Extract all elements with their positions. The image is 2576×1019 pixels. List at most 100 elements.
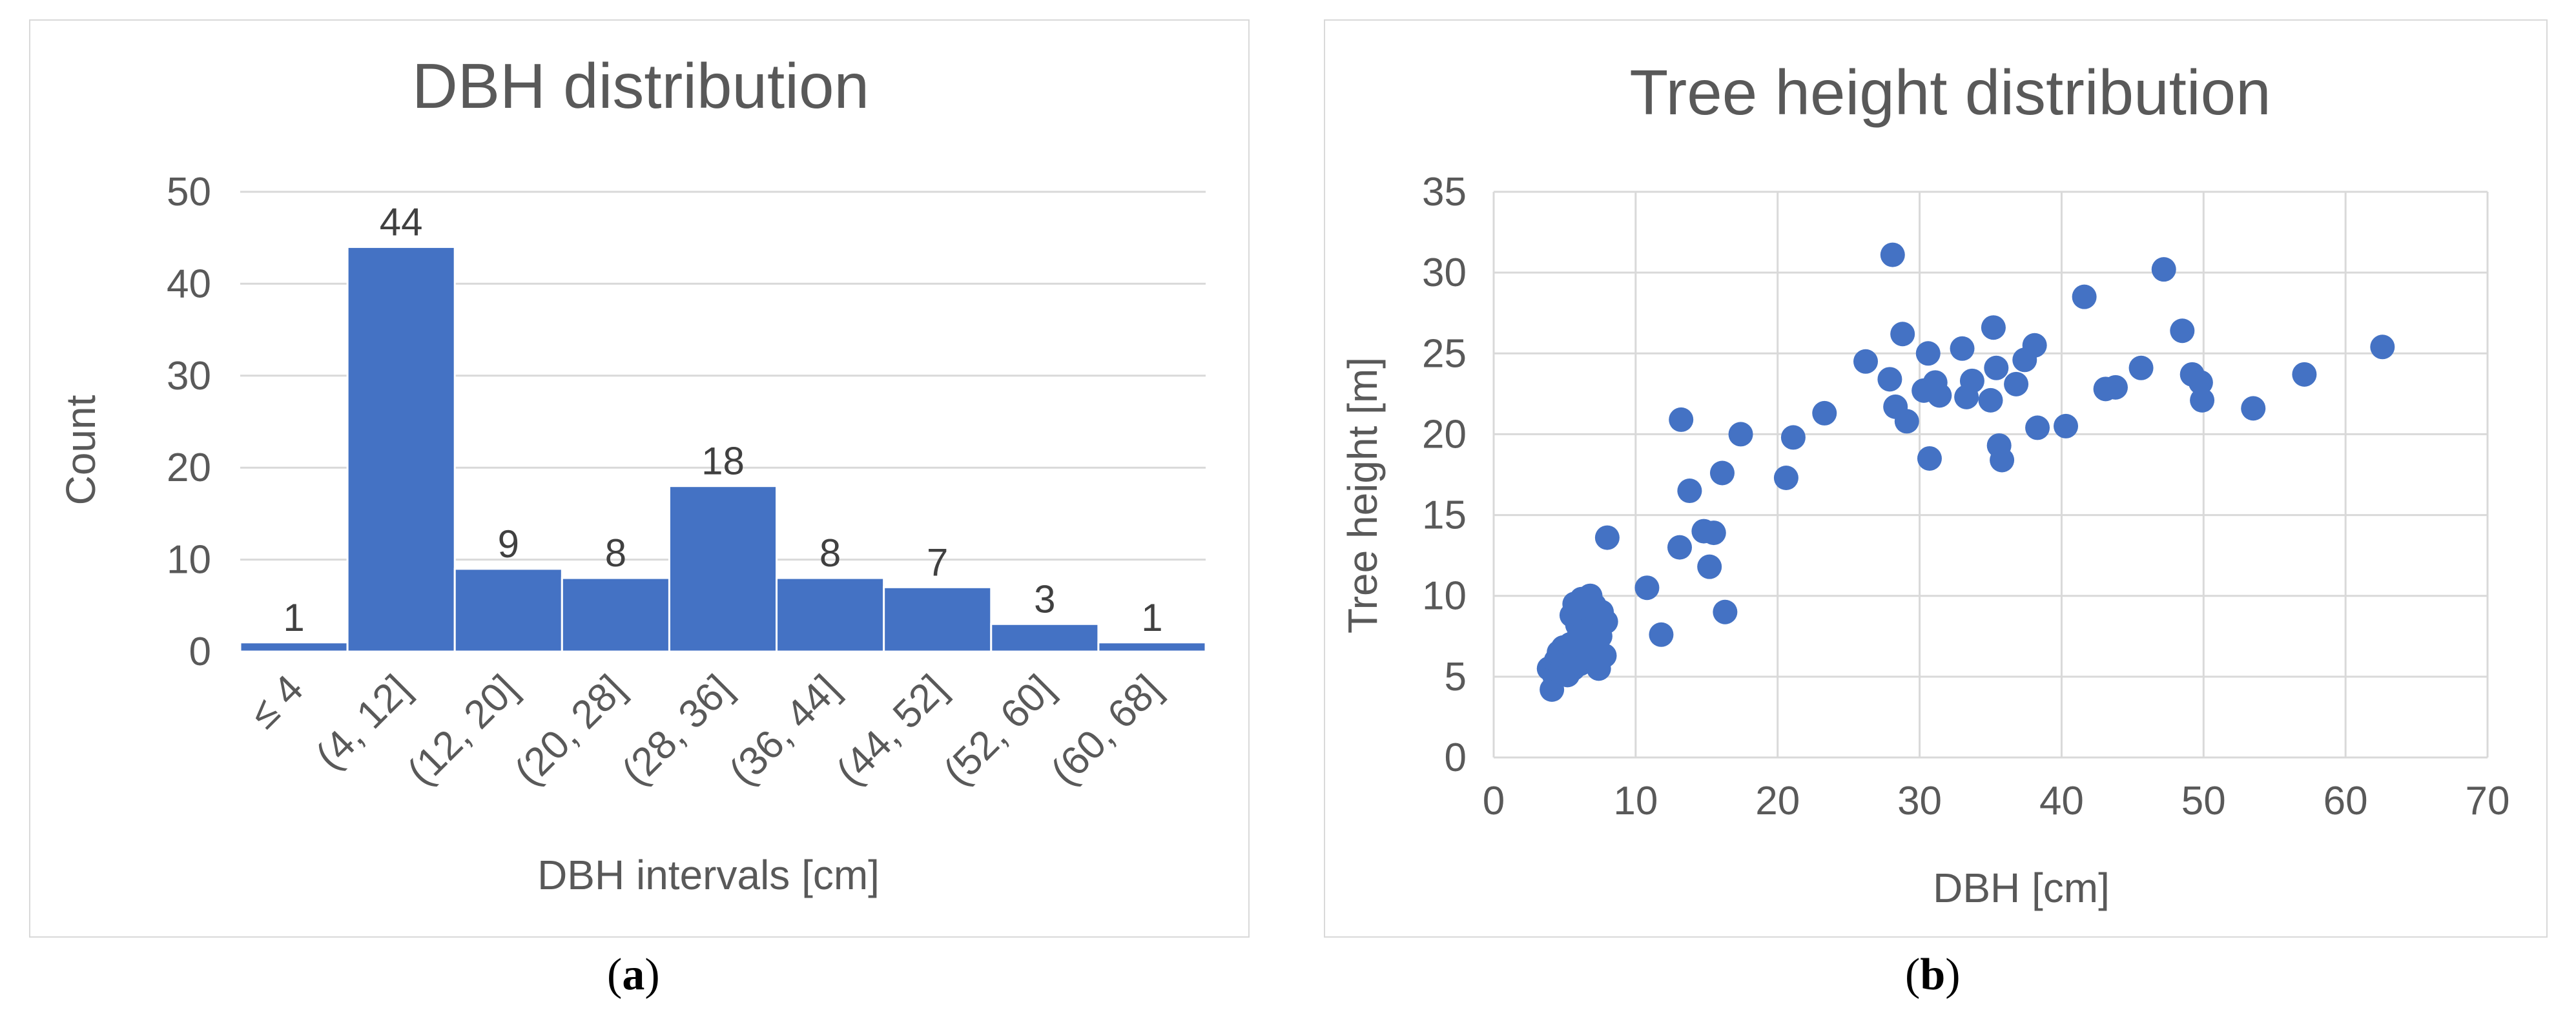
scatter-point [2103, 375, 2128, 400]
scatter-y-tick: 15 [1422, 493, 1467, 538]
dbh-histogram-chart: DBH distribution Count DBH intervals [cm… [57, 50, 1207, 898]
scatter-point [1677, 479, 1702, 504]
scatter-point [1927, 383, 1952, 408]
scatter-point [1667, 535, 1693, 560]
histogram-x-tick: (44, 52] [828, 666, 955, 794]
histogram-bar [239, 641, 349, 653]
scatter-point [2170, 318, 2195, 344]
scatter-point [2292, 362, 2317, 387]
scatter-x-tick: 40 [2039, 779, 2084, 823]
scatter-point [1713, 599, 1738, 624]
histogram-data-label: 9 [498, 522, 519, 566]
histogram-data-label: 1 [283, 596, 304, 639]
histogram-y-tick: 50 [167, 170, 211, 214]
scatter-point [1780, 425, 1806, 450]
histogram-y-tick: 0 [189, 630, 211, 674]
scatter-point [1877, 367, 1902, 392]
scatter-point [1634, 575, 1660, 601]
histogram-y-tick: 10 [167, 538, 211, 582]
histogram-bar [561, 577, 670, 653]
histogram-data-label: 8 [605, 531, 626, 575]
scatter-point [2022, 333, 2047, 358]
scatter-title: Tree height distribution [1629, 57, 2271, 128]
histogram-data-label: 7 [927, 540, 948, 584]
scatter-point [2190, 387, 2215, 413]
caption-a-letter: a [622, 950, 645, 1000]
scatter-point [2370, 335, 2395, 360]
scatter-x-tick: 50 [2181, 779, 2226, 823]
histogram-bar [668, 485, 778, 653]
scatter-point [1812, 400, 1837, 426]
scatter-y-tick: 10 [1422, 574, 1467, 619]
scatter-point [1592, 643, 1617, 668]
scatter-point [2241, 396, 2266, 421]
histogram-x-tick: (12, 20] [399, 666, 526, 794]
histogram-title: DBH distribution [412, 50, 869, 121]
scatter-x-tick: 30 [1897, 779, 1942, 823]
histogram-data-label: 44 [380, 200, 423, 243]
caption-b: (b) [1905, 950, 1961, 1000]
scatter-x-tick: 60 [2324, 779, 2368, 823]
scatter-point [1950, 336, 1975, 361]
histogram-bar [453, 568, 563, 653]
scatter-point [1773, 466, 1798, 491]
histogram-x-axis-label: DBH intervals [cm] [537, 852, 880, 898]
caption-b-letter: b [1920, 950, 1946, 1000]
histogram-data-label: 8 [819, 531, 841, 575]
histogram-bar [346, 245, 456, 653]
histogram-y-tick: 40 [167, 262, 211, 306]
scatter-point [1915, 341, 1941, 366]
scatter-point [1917, 446, 1942, 471]
scatter-x-axis-label: DBH [cm] [1933, 865, 2110, 911]
dbh-distribution-panel: DBH distribution Count DBH intervals [cm… [29, 19, 1250, 938]
tree-height-scatter-chart: Tree height distribution Tree height [m]… [1339, 57, 2510, 911]
histogram-bar [990, 623, 1100, 653]
scatter-point [1697, 554, 1722, 579]
scatter-x-tick: 70 [2466, 779, 2510, 823]
scatter-point [1594, 525, 1620, 550]
scatter-point [1984, 355, 2009, 380]
histogram-bar [883, 586, 993, 653]
histogram-x-tick: (52, 60] [935, 666, 1062, 794]
scatter-point [1959, 368, 1984, 393]
tree-height-panel: Tree height distribution Tree height [m]… [1324, 19, 2548, 938]
scatter-point [1709, 460, 1735, 486]
histogram-bar [776, 577, 885, 653]
scatter-point [2025, 415, 2050, 440]
scatter-y-tick: 5 [1445, 655, 1467, 699]
scatter-y-tick: 25 [1422, 331, 1467, 376]
histogram-x-tick: (36, 44] [721, 666, 848, 794]
scatter-point [1981, 315, 2006, 340]
scatter-point [2054, 413, 2079, 438]
scatter-point [1880, 242, 1905, 267]
scatter-point [1890, 322, 1915, 347]
scatter-point [1649, 622, 1674, 647]
histogram-data-label: 1 [1141, 596, 1162, 639]
scatter-y-axis-label: Tree height [m] [1339, 357, 1386, 633]
scatter-point [1669, 407, 1694, 432]
scatter-point [1853, 349, 1879, 374]
histogram-x-tick: (60, 68] [1042, 666, 1170, 794]
scatter-point [2151, 257, 2176, 282]
histogram-y-axis-label: Count [57, 395, 104, 505]
scatter-point [2072, 284, 2097, 309]
scatter-point [1593, 609, 1618, 634]
caption-a: (a) [607, 950, 660, 1000]
histogram-y-tick: 20 [167, 446, 211, 490]
scatter-y-tick: 35 [1422, 170, 1467, 214]
scatter-x-tick: 20 [1755, 779, 1800, 823]
histogram-x-tick: (28, 36] [613, 666, 741, 794]
scatter-point [1894, 409, 1919, 434]
scatter-point [1728, 422, 1753, 447]
scatter-point [2004, 371, 2029, 396]
scatter-point [1978, 387, 2003, 413]
scatter-point [2188, 370, 2213, 395]
scatter-point [1701, 520, 1726, 546]
histogram-data-label: 18 [701, 440, 745, 483]
scatter-point [1990, 448, 2015, 473]
scatter-x-tick: 0 [1483, 779, 1505, 823]
scatter-point [2128, 355, 2154, 380]
histogram-x-tick: (20, 28] [506, 666, 634, 794]
histogram-data-label: 3 [1034, 577, 1055, 621]
histogram-x-tick: ≤ 4 [242, 666, 312, 737]
